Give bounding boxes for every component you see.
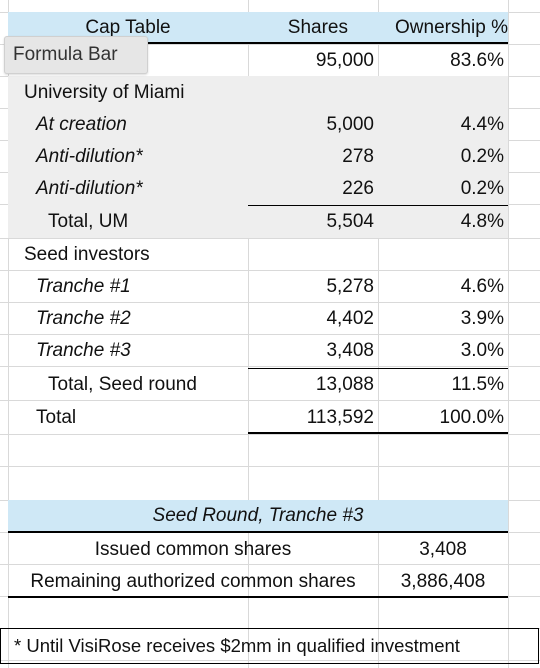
um-total-shares[interactable]: 5,504 xyxy=(326,211,374,232)
um-row-ownership[interactable]: 4.4% xyxy=(460,114,504,135)
remaining-shares-value[interactable]: 3,886,408 xyxy=(400,571,486,592)
seed-row-label: Tranche #2 xyxy=(36,308,131,329)
seed-total-label: Total, Seed round xyxy=(48,374,197,395)
seed-row-label: Tranche #1 xyxy=(36,276,131,297)
issued-shares-label: Issued common shares xyxy=(94,539,292,560)
shares-header: Shares xyxy=(287,17,348,38)
um-row-shares[interactable]: 5,000 xyxy=(326,114,374,135)
um-section-label: University of Miami xyxy=(24,82,185,103)
um-row-label: Anti-dilution* xyxy=(36,146,143,167)
ownership-header: Ownership % xyxy=(395,17,508,38)
footnote-text: * Until VisiRose receives $2mm in qualif… xyxy=(14,635,460,656)
um-total-rule xyxy=(248,205,508,206)
remaining-shares-label: Remaining authorized common shares xyxy=(30,571,356,592)
seed-total-shares[interactable]: 13,088 xyxy=(315,374,374,395)
tranche-title: Seed Round, Tranche #3 xyxy=(152,505,364,526)
founder-ownership[interactable]: 83.6% xyxy=(450,50,504,71)
um-total-ownership[interactable]: 4.8% xyxy=(460,211,504,232)
seed-section-label: Seed investors xyxy=(24,244,150,265)
seed-row-ownership[interactable]: 4.6% xyxy=(460,276,504,297)
seed-row-ownership[interactable]: 3.0% xyxy=(460,340,504,361)
founder-shares[interactable]: 95,000 xyxy=(315,50,374,71)
um-row-ownership[interactable]: 0.2% xyxy=(460,178,504,199)
seed-row-shares[interactable]: 5,278 xyxy=(326,276,374,297)
tranche-header-rule xyxy=(8,531,508,533)
cap-table-title: Cap Table xyxy=(85,17,171,38)
footnote-box xyxy=(0,628,539,664)
seed-row-shares[interactable]: 3,408 xyxy=(326,340,374,361)
seed-row-shares[interactable]: 4,402 xyxy=(326,308,374,329)
um-row-shares[interactable]: 226 xyxy=(342,178,374,199)
um-row-ownership[interactable]: 0.2% xyxy=(460,146,504,167)
um-total-label: Total, UM xyxy=(48,211,129,232)
formula-bar-tooltip[interactable]: Formula Bar xyxy=(4,36,148,74)
um-row-label: At creation xyxy=(36,114,127,135)
grand-total-ownership[interactable]: 100.0% xyxy=(439,407,504,428)
seed-row-ownership[interactable]: 3.9% xyxy=(460,308,504,329)
um-row-label: Anti-dilution* xyxy=(36,178,143,199)
seed-total-rule xyxy=(248,368,508,369)
tranche-header-fill xyxy=(8,500,508,532)
um-row-shares[interactable]: 278 xyxy=(342,146,374,167)
grand-total-label: Total xyxy=(36,407,77,428)
header-rule xyxy=(8,42,508,44)
grand-total-shares[interactable]: 113,592 xyxy=(306,407,374,428)
seed-total-ownership[interactable]: 11.5% xyxy=(451,374,504,395)
tranche-bottom-rule xyxy=(8,596,508,598)
issued-shares-value[interactable]: 3,408 xyxy=(419,539,467,560)
um-section-fill xyxy=(8,76,508,238)
grand-total-rule xyxy=(248,432,508,434)
seed-row-label: Tranche #3 xyxy=(36,340,131,361)
